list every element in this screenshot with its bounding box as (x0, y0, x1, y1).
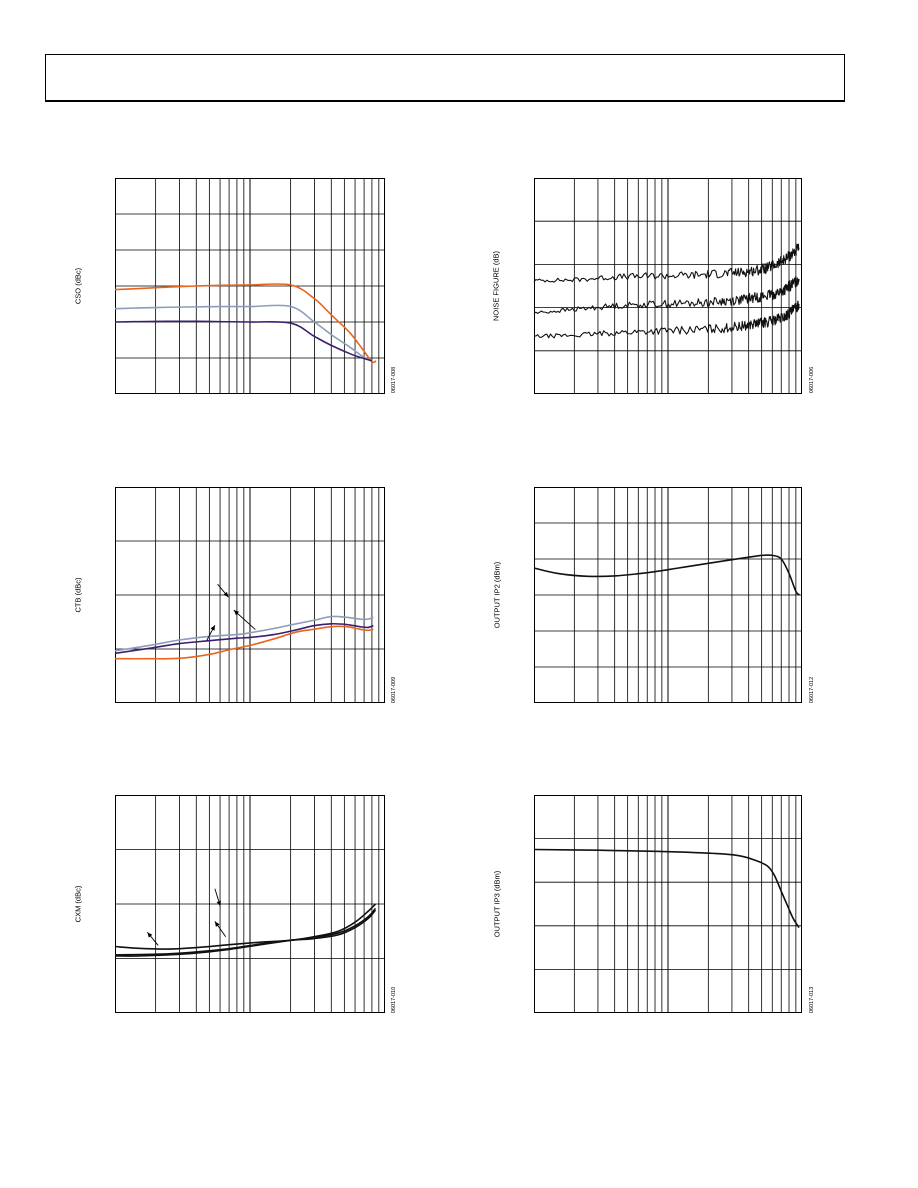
annotation-arrow-head (210, 625, 215, 631)
y-axis-label-cso: CSO (dBc) (73, 267, 83, 305)
annotation-arrow-head (147, 932, 153, 938)
chart-panel-cxm (114, 795, 385, 1013)
chart-panel-ip3 (533, 795, 802, 1013)
series-line-cxm-3 (114, 907, 377, 957)
series-line-nf-2 (533, 275, 800, 314)
series-line-cso-2 (114, 304, 373, 362)
chart-panel-ctb (114, 487, 385, 703)
annotation-arrow-head (233, 610, 240, 616)
y-axis-label-ip3: OUTPUT IP3 (dBm) (492, 870, 502, 938)
chart-svg-ip3 (533, 795, 802, 1013)
series-line-cso-3 (114, 320, 373, 362)
chart-svg-cso (114, 178, 385, 394)
chart-panel-noise-figure (533, 178, 802, 394)
chart-panel-ip2 (533, 487, 802, 703)
chart-svg-noise-figure (533, 178, 802, 394)
series-line-ip3-1 (533, 848, 800, 929)
series-line-cso-1 (114, 283, 377, 364)
page-header-box (45, 54, 845, 102)
series-line-nf-1 (533, 243, 800, 283)
figure-code-ctb: 06017-009 (391, 676, 397, 704)
figure-code-cso: 06017-008 (391, 366, 397, 394)
y-axis-label-ctb: CTB (dBc) (73, 577, 83, 613)
figure-code-ip2: 06017-012 (809, 676, 815, 704)
series-line-cxm-1 (114, 903, 377, 950)
chart-svg-cxm (114, 795, 385, 1013)
series-line-ctb-2 (114, 622, 374, 655)
annotation-arrow-head (216, 900, 222, 907)
annotation-arrow-head (214, 921, 220, 927)
figure-code-noise-figure: 06017-006 (809, 366, 815, 394)
y-axis-label-ip2: OUTPUT IP2 (dBm) (492, 561, 502, 629)
y-axis-label-cxm: CXM (dBc) (73, 885, 83, 923)
figure-code-cxm: 06017-010 (391, 986, 397, 1014)
series-line-ctb-1 (114, 615, 374, 652)
annotation-arrow-head (223, 591, 229, 598)
series-line-nf-3 (533, 300, 800, 339)
y-axis-label-noise-figure: NOISE FIGURE (dB) (491, 250, 501, 322)
chart-panel-cso (114, 178, 385, 394)
series-line-ip2-1 (533, 554, 801, 596)
chart-svg-ctb (114, 487, 385, 703)
chart-svg-ip2 (533, 487, 802, 703)
series-line-ctb-3 (114, 625, 374, 660)
figure-code-ip3: 06017-013 (809, 986, 815, 1014)
